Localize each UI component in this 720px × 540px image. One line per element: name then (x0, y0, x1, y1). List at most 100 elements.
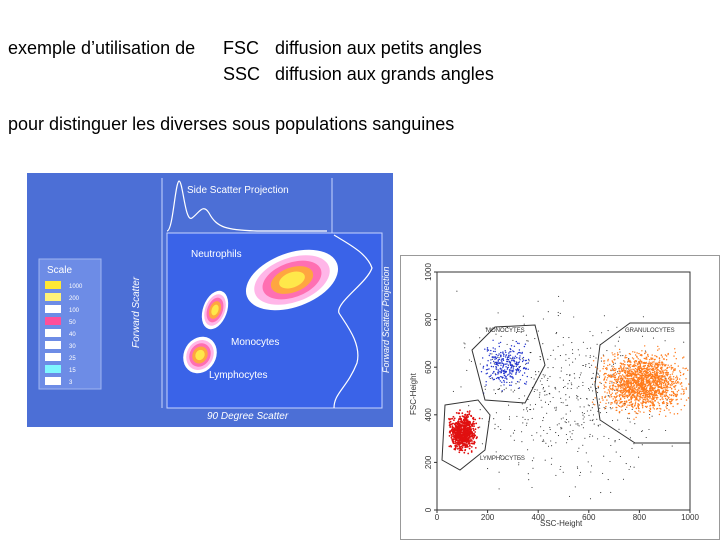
event-dot (482, 365, 485, 368)
event-dot (549, 429, 551, 431)
event-dot (608, 386, 611, 388)
event-dot (637, 383, 639, 385)
event-dot (617, 357, 619, 359)
event-dot (626, 406, 628, 408)
event-dot (500, 385, 502, 387)
fsc: FSC (223, 38, 259, 58)
event-dot (592, 335, 594, 337)
event-dot (577, 349, 579, 351)
event-dot (453, 419, 455, 422)
event-dot (657, 396, 659, 399)
event-dot (617, 378, 619, 381)
event-dot (637, 387, 640, 389)
event-dot (642, 362, 644, 364)
event-dot (672, 376, 675, 378)
event-dot (559, 355, 561, 357)
event-dot (638, 378, 640, 380)
event-dot (589, 366, 591, 368)
event-dot (660, 385, 662, 387)
event-dot (597, 376, 599, 378)
event-dot (598, 376, 600, 379)
event-dot (504, 363, 507, 365)
event-dot (632, 377, 634, 379)
event-dot (659, 360, 661, 362)
event-dot (636, 389, 638, 391)
event-dot (493, 360, 495, 363)
event-dot (656, 368, 658, 371)
event-dot (509, 372, 511, 375)
event-dot (645, 381, 647, 383)
event-dot (519, 457, 521, 459)
event-dot (602, 399, 604, 401)
event-dot (608, 392, 611, 394)
event-dot (620, 383, 622, 385)
event-dot (649, 396, 651, 398)
event-dot (647, 390, 650, 393)
event-dot (500, 364, 502, 366)
event-dot (599, 375, 601, 377)
event-dot (629, 388, 631, 391)
event-dot (452, 440, 455, 443)
event-dot (614, 379, 617, 381)
event-dot (624, 393, 626, 395)
event-dot (668, 396, 670, 399)
event-dot (612, 398, 614, 400)
event-dot (521, 352, 523, 355)
event-dot (468, 410, 471, 412)
event-dot (515, 361, 518, 363)
event-dot (682, 373, 684, 376)
event-dot (565, 433, 567, 436)
event-dot (643, 374, 645, 377)
event-dot (542, 439, 544, 441)
event-dot (668, 386, 670, 389)
event-dot (636, 385, 638, 387)
event-dot (457, 424, 460, 427)
event-dot (622, 367, 625, 369)
event-dot (649, 370, 651, 373)
event-dot (532, 439, 534, 441)
event-dot (519, 352, 522, 354)
event-dot (652, 389, 654, 392)
top-projection: Side Scatter Projection (187, 185, 289, 196)
event-dot (640, 379, 642, 382)
event-dot (601, 397, 603, 399)
event-dot (677, 403, 679, 405)
event-dot (562, 379, 564, 381)
event-dot (507, 364, 510, 366)
event-dot (646, 366, 648, 369)
event-dot (610, 394, 612, 396)
event-dot (620, 400, 622, 403)
event-dot (448, 431, 451, 433)
event-dot (630, 396, 632, 398)
event-dot (462, 442, 464, 445)
event-dot (641, 335, 644, 337)
event-dot (659, 378, 661, 381)
event-dot (450, 445, 453, 448)
event-dot (578, 385, 580, 387)
event-dot (660, 380, 662, 383)
event-dot (645, 393, 647, 395)
event-dot (645, 396, 647, 398)
event-dot (559, 377, 561, 379)
event-dot (615, 373, 618, 375)
scale-label: 30 (69, 344, 76, 350)
event-dot (487, 468, 489, 470)
event-dot (631, 447, 633, 449)
event-dot (607, 395, 609, 397)
event-dot (658, 383, 661, 385)
event-dot (546, 394, 548, 396)
event-dot (488, 368, 490, 370)
event-dot (560, 465, 562, 468)
event-dot (517, 387, 519, 389)
event-dot (521, 431, 523, 433)
event-dot (644, 375, 647, 377)
event-dot (633, 443, 635, 445)
event-dot (470, 415, 473, 418)
event-dot (669, 400, 671, 403)
event-dot (634, 367, 637, 370)
event-dot (494, 348, 496, 350)
event-dot (661, 370, 664, 372)
event-dot (663, 369, 665, 371)
event-dot (655, 383, 657, 385)
event-dot (630, 375, 632, 378)
